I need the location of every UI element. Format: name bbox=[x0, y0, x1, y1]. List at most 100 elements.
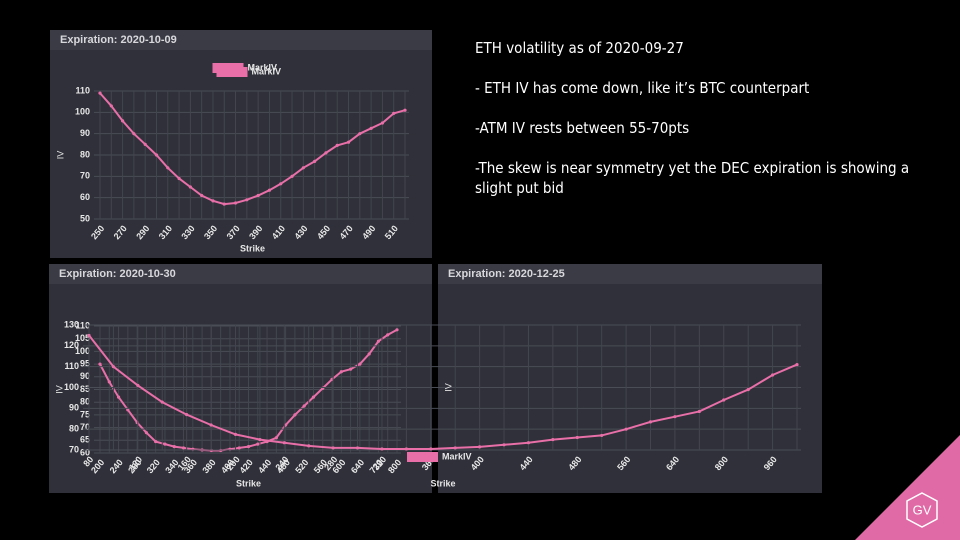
data-point bbox=[526, 441, 531, 445]
data-point bbox=[256, 193, 260, 198]
legend-label: MarkIV bbox=[248, 62, 278, 72]
chart-panel bbox=[438, 264, 822, 493]
y-tick-label: 80 bbox=[80, 397, 90, 407]
y-tick-label: 90 bbox=[80, 128, 90, 138]
note: -ATM IV rests between 55-70pts bbox=[475, 119, 690, 137]
data-point bbox=[233, 201, 238, 205]
legend-swatch bbox=[212, 63, 244, 73]
data-point bbox=[116, 395, 121, 399]
data-point bbox=[795, 362, 799, 367]
data-point bbox=[392, 111, 396, 115]
data-point bbox=[87, 333, 91, 338]
series-line bbox=[99, 92, 406, 206]
y-tick-label: 80 bbox=[80, 149, 90, 159]
logo-hexagon bbox=[906, 492, 938, 528]
data-point bbox=[98, 91, 102, 95]
data-point bbox=[404, 447, 408, 451]
x-axis-label: Strike bbox=[236, 478, 261, 488]
data-point bbox=[358, 362, 362, 366]
data-point bbox=[120, 119, 125, 123]
data-point bbox=[109, 104, 113, 108]
data-point bbox=[267, 188, 272, 192]
data-point bbox=[369, 126, 373, 130]
chart-title: Expiration: 2020-12-25 bbox=[448, 268, 565, 280]
chart-panel bbox=[49, 264, 432, 493]
y-tick-label: 95 bbox=[80, 358, 90, 368]
data-point bbox=[697, 409, 701, 414]
y-tick-label: 105 bbox=[75, 333, 90, 343]
data-point bbox=[386, 333, 390, 337]
y-tick-label: 110 bbox=[75, 85, 90, 95]
data-point bbox=[172, 445, 176, 449]
data-point bbox=[551, 437, 555, 442]
y-tick-label: 60 bbox=[80, 447, 90, 457]
y-tick-label: 80 bbox=[69, 424, 79, 434]
data-point bbox=[453, 446, 457, 450]
data-point bbox=[600, 433, 604, 438]
y-axis-label: IV bbox=[54, 385, 64, 394]
y-tick-label: 70 bbox=[69, 444, 79, 454]
data-point bbox=[380, 447, 384, 451]
data-point bbox=[313, 159, 317, 163]
data-point bbox=[331, 446, 335, 450]
legend-swatch bbox=[407, 452, 438, 462]
data-point bbox=[502, 443, 506, 447]
y-tick-label: 90 bbox=[69, 403, 79, 413]
data-point bbox=[188, 185, 192, 189]
chart-title: Expiration: 2020-10-09 bbox=[60, 34, 177, 46]
data-point bbox=[144, 431, 149, 435]
y-tick-label: 100 bbox=[75, 107, 90, 117]
data-point bbox=[132, 132, 136, 136]
data-point bbox=[324, 151, 328, 155]
data-point bbox=[143, 142, 147, 146]
y-tick-label: 60 bbox=[80, 192, 90, 202]
y-axis-label: IV bbox=[443, 383, 453, 392]
data-point bbox=[246, 445, 251, 449]
y-tick-label: 50 bbox=[80, 213, 90, 223]
data-point bbox=[274, 436, 278, 440]
y-tick-label: 110 bbox=[75, 320, 90, 330]
data-point bbox=[302, 404, 306, 408]
data-point bbox=[722, 398, 726, 402]
data-point bbox=[211, 199, 215, 203]
data-point bbox=[380, 121, 385, 125]
data-point bbox=[209, 423, 213, 427]
data-point bbox=[624, 427, 628, 431]
logo-text: GV bbox=[913, 502, 932, 517]
data-point bbox=[256, 442, 260, 446]
data-point bbox=[348, 367, 353, 371]
data-point bbox=[160, 400, 164, 404]
data-point bbox=[673, 415, 677, 419]
x-tick-label: 80 bbox=[81, 454, 95, 468]
data-point bbox=[154, 153, 159, 157]
note: - ETH IV has come down, like it’s BTC co… bbox=[475, 79, 810, 97]
data-point bbox=[282, 441, 286, 445]
y-tick-label: 110 bbox=[64, 361, 79, 371]
y-tick-label: 70 bbox=[80, 422, 90, 432]
data-point bbox=[367, 352, 371, 356]
note: -The skew is near symmetry yet the DEC e… bbox=[475, 159, 910, 197]
y-tick-label: 130 bbox=[64, 319, 79, 329]
data-point bbox=[126, 408, 130, 412]
data-point bbox=[376, 339, 381, 343]
data-point bbox=[301, 166, 305, 170]
data-point bbox=[185, 412, 189, 417]
data-point bbox=[311, 395, 316, 399]
data-point bbox=[181, 446, 186, 450]
y-tick-label: 90 bbox=[80, 371, 90, 381]
data-point bbox=[648, 420, 653, 424]
notes-heading: ETH volatility as of 2020-09-27 bbox=[475, 39, 684, 57]
data-point bbox=[245, 198, 249, 202]
chart-header bbox=[49, 264, 432, 284]
data-point bbox=[98, 362, 102, 366]
data-point bbox=[403, 108, 407, 112]
data-point bbox=[136, 383, 140, 388]
y-tick-label: 75 bbox=[80, 409, 90, 419]
notes: ETH volatility as of 2020-09-27 - ETH IV… bbox=[475, 38, 935, 218]
y-tick-label: 85 bbox=[80, 384, 90, 394]
data-point bbox=[107, 380, 111, 384]
data-point bbox=[290, 174, 294, 178]
data-point bbox=[575, 435, 579, 440]
y-axis-label: IV bbox=[55, 151, 65, 160]
